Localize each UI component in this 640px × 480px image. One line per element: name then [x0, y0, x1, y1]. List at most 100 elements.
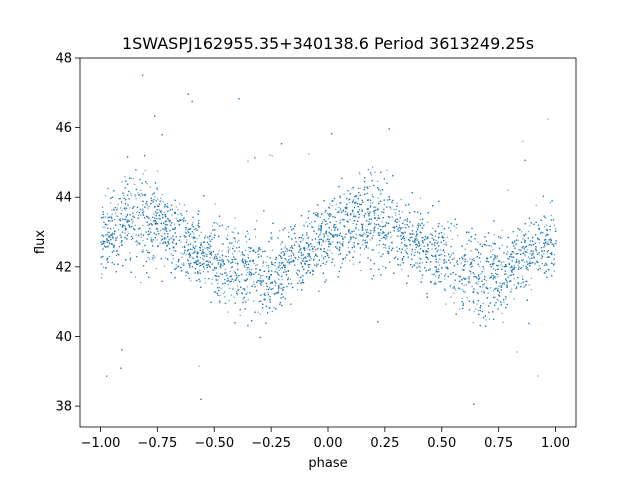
data-point	[279, 230, 281, 232]
data-point	[306, 248, 308, 250]
data-point	[101, 206, 104, 208]
data-point	[105, 234, 107, 236]
data-point	[251, 268, 253, 270]
data-point	[369, 239, 371, 241]
data-point	[280, 243, 282, 245]
data-point	[237, 285, 239, 287]
data-point	[517, 282, 519, 284]
data-point	[402, 226, 404, 228]
data-point	[219, 294, 221, 296]
data-point	[294, 256, 296, 258]
data-point	[247, 160, 249, 162]
data-point	[329, 249, 331, 251]
data-point	[234, 217, 236, 219]
data-point	[217, 283, 219, 285]
data-point	[142, 224, 144, 226]
data-point	[183, 245, 186, 247]
data-point	[483, 268, 485, 270]
data-point	[437, 241, 439, 243]
data-point	[393, 227, 396, 229]
data-point	[453, 302, 455, 304]
data-point	[451, 238, 453, 240]
data-point	[460, 262, 462, 264]
data-point	[501, 244, 503, 246]
data-point	[187, 259, 189, 261]
data-point	[192, 238, 194, 240]
data-point	[457, 235, 459, 237]
data-point	[220, 288, 222, 290]
data-point	[524, 239, 526, 241]
data-point	[121, 181, 123, 183]
data-point	[418, 226, 420, 228]
data-point	[247, 271, 249, 274]
data-point	[198, 262, 200, 264]
data-point	[111, 213, 113, 215]
data-point	[135, 234, 137, 236]
data-point	[303, 225, 305, 227]
data-point	[508, 262, 510, 264]
data-point	[225, 275, 227, 277]
data-point	[333, 235, 335, 237]
data-point	[486, 245, 488, 247]
data-point	[331, 205, 333, 207]
data-point	[513, 274, 515, 276]
data-point	[553, 224, 555, 226]
data-point	[524, 281, 526, 283]
data-point	[230, 262, 232, 264]
data-point	[156, 170, 159, 172]
data-point	[540, 254, 543, 256]
data-point	[299, 246, 301, 248]
data-point	[248, 268, 250, 270]
data-point	[268, 267, 270, 269]
data-point	[181, 246, 184, 248]
data-point	[110, 215, 112, 217]
data-point	[367, 247, 369, 249]
data-point	[181, 256, 183, 258]
data-point	[446, 266, 449, 268]
data-point	[359, 173, 361, 175]
data-point	[262, 279, 264, 281]
data-point	[362, 235, 364, 237]
data-point	[215, 255, 217, 257]
data-point	[447, 221, 449, 223]
data-point	[531, 254, 533, 257]
data-point	[271, 236, 273, 238]
data-point	[321, 255, 323, 257]
data-point	[156, 212, 158, 214]
data-point	[202, 271, 204, 273]
data-point	[142, 239, 144, 242]
data-point	[371, 238, 374, 240]
data-point	[104, 216, 106, 218]
data-point	[323, 258, 325, 260]
data-point	[118, 198, 120, 200]
data-point	[463, 284, 465, 286]
data-point	[288, 231, 290, 233]
data-point	[224, 296, 226, 298]
data-point	[432, 243, 434, 245]
data-point	[202, 254, 204, 257]
data-point	[383, 232, 386, 234]
data-point	[393, 208, 395, 211]
data-point	[324, 211, 326, 213]
data-point	[119, 218, 121, 220]
data-point	[199, 226, 201, 228]
data-point	[338, 202, 341, 204]
data-point	[108, 242, 110, 244]
data-point	[290, 258, 292, 260]
data-point	[466, 260, 469, 262]
data-point	[132, 220, 134, 222]
data-point	[209, 251, 211, 253]
data-point	[225, 228, 227, 230]
data-point	[251, 259, 254, 261]
data-point	[398, 235, 400, 237]
data-point	[505, 273, 507, 275]
data-point	[219, 302, 221, 304]
data-point	[219, 286, 221, 288]
data-point	[298, 244, 300, 246]
data-point	[414, 249, 416, 251]
data-point	[440, 273, 442, 275]
data-point	[233, 245, 235, 247]
data-point	[107, 236, 110, 238]
data-point	[483, 283, 485, 285]
data-point	[442, 259, 444, 261]
